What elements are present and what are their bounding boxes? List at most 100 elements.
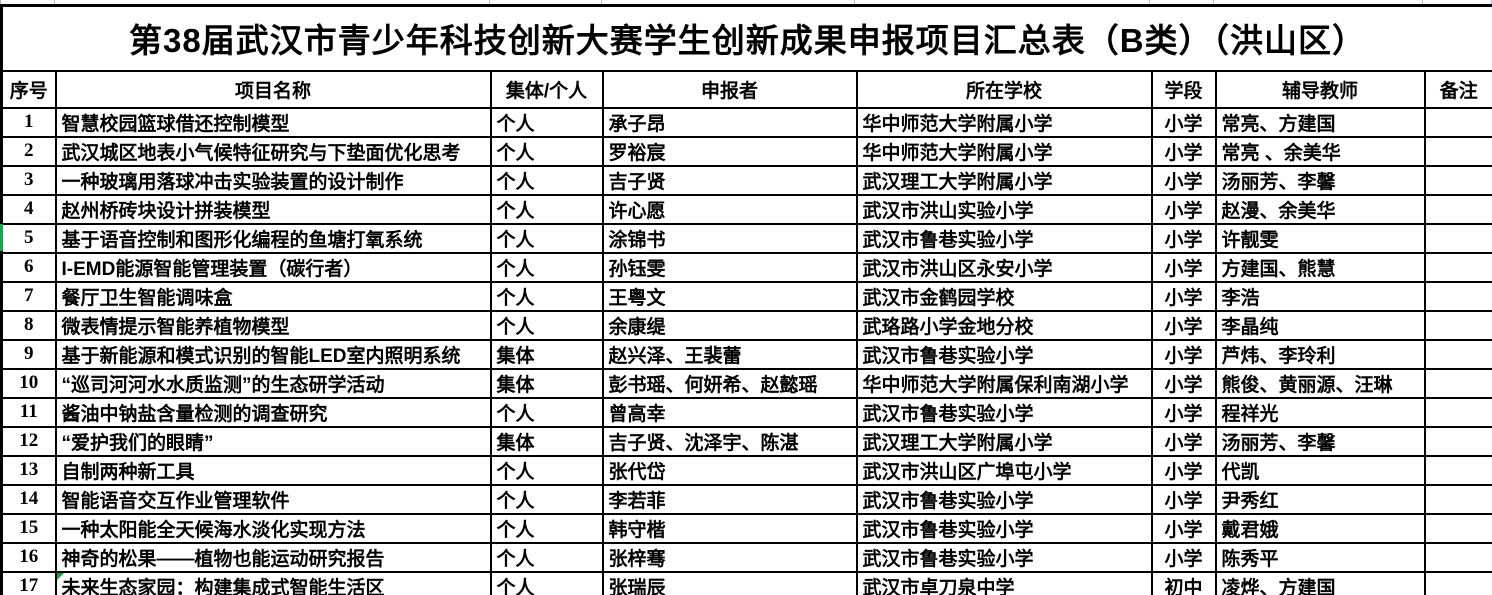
cell-project-name[interactable]: 神奇的松果——植物也能运动研究报告 [54,541,492,573]
cell-group-or-individual[interactable]: 个人 [489,251,604,283]
cell-teachers[interactable]: 李晶纯 [1214,309,1426,341]
cell-group-or-individual[interactable]: 个人 [489,512,604,544]
cell-project-name[interactable]: 武汉城区地表小气候特征研究与下垫面优化思考 [54,135,492,167]
cell-project-name[interactable]: “爱护我们的眼睛” [54,425,492,457]
cell-school[interactable]: 武汉市鲁巷实验小学 [855,541,1153,573]
cell-remark[interactable] [1423,367,1492,399]
cell-seq[interactable]: 10 [0,367,57,399]
cell-stage[interactable]: 小学 [1150,164,1217,196]
cell-applicant[interactable]: 曾高幸 [601,396,858,428]
cell-group-or-individual[interactable]: 个人 [489,222,604,254]
cell-seq[interactable]: 2 [0,135,57,167]
cell-stage[interactable]: 小学 [1150,135,1217,167]
cell-school[interactable]: 武汉市鲁巷实验小学 [855,512,1153,544]
cell-applicant[interactable]: 许心愿 [601,193,858,225]
cell-school[interactable]: 武汉理工大学附属小学 [855,425,1153,457]
cell-seq[interactable]: 1 [0,106,57,138]
cell-seq[interactable]: 15 [0,512,57,544]
cell-group-or-individual[interactable]: 集体 [489,338,604,370]
cell-group-or-individual[interactable]: 个人 [489,106,604,138]
cell-applicant[interactable]: 张梓骞 [601,541,858,573]
cell-project-name[interactable]: 赵州桥砖块设计拼装模型 [54,193,492,225]
cell-stage[interactable]: 小学 [1150,309,1217,341]
cell-applicant[interactable]: 彭书瑶、何妍希、赵懿瑶 [601,367,858,399]
header-seq[interactable]: 序号 [0,69,57,109]
cell-school[interactable]: 武珞路小学金地分校 [855,309,1153,341]
cell-stage[interactable]: 小学 [1150,193,1217,225]
cell-seq[interactable]: 12 [0,425,57,457]
cell-remark[interactable] [1423,396,1492,428]
cell-applicant[interactable]: 张代岱 [601,454,858,486]
cell-applicant[interactable]: 余康缇 [601,309,858,341]
cell-school[interactable]: 武汉市金鹤园学校 [855,280,1153,312]
cell-teachers[interactable]: 凌烨、方建国 [1214,570,1426,595]
cell-seq[interactable]: 6 [0,251,57,283]
cell-stage[interactable]: 小学 [1150,106,1217,138]
cell-school[interactable]: 武汉市鲁巷实验小学 [855,396,1153,428]
cell-project-name[interactable]: 基于语音控制和图形化编程的鱼塘打氧系统 [54,222,492,254]
cell-applicant[interactable]: 李若菲 [601,483,858,515]
cell-applicant[interactable]: 王粤文 [601,280,858,312]
cell-group-or-individual[interactable]: 个人 [489,541,604,573]
cell-group-or-individual[interactable]: 个人 [489,309,604,341]
cell-stage[interactable]: 小学 [1150,512,1217,544]
cell-project-name[interactable]: 智能语音交互作业管理软件 [54,483,492,515]
cell-project-name[interactable]: 一种玻璃用落球冲击实验装置的设计制作 [54,164,492,196]
cell-teachers[interactable]: 许靓雯 [1214,222,1426,254]
cell-seq[interactable]: 14 [0,483,57,515]
cell-project-name[interactable]: 自制两种新工具 [54,454,492,486]
cell-group-or-individual[interactable]: 个人 [489,280,604,312]
table-title[interactable]: 第38届武汉市青少年科技创新大赛学生创新成果申报项目汇总表（B类）（洪山区） [0,4,1492,72]
cell-school[interactable]: 华中师范大学附属小学 [855,135,1153,167]
cell-remark[interactable] [1423,251,1492,283]
cell-remark[interactable] [1423,570,1492,595]
cell-stage[interactable]: 小学 [1150,396,1217,428]
cell-applicant[interactable]: 吉子贤、沈泽宇、陈湛 [601,425,858,457]
cell-remark[interactable] [1423,309,1492,341]
cell-teachers[interactable]: 汤丽芳、李馨 [1214,164,1426,196]
cell-group-or-individual[interactable]: 个人 [489,193,604,225]
cell-stage[interactable]: 小学 [1150,541,1217,573]
cell-school[interactable]: 武汉市鲁巷实验小学 [855,222,1153,254]
cell-project-name[interactable]: 基于新能源和模式识别的智能LED室内照明系统 [54,338,492,370]
cell-project-name[interactable]: 一种太阳能全天候海水淡化实现方法 [54,512,492,544]
cell-remark[interactable] [1423,541,1492,573]
cell-project-name[interactable]: 酱油中钠盐含量检测的调查研究 [54,396,492,428]
cell-seq[interactable]: 11 [0,396,57,428]
cell-teachers[interactable]: 赵漫、余美华 [1214,193,1426,225]
cell-stage[interactable]: 小学 [1150,425,1217,457]
cell-school[interactable]: 武汉市洪山区广埠屯小学 [855,454,1153,486]
cell-project-name[interactable]: I-EMD能源智能管理装置（碳行者） [54,251,492,283]
cell-project-name[interactable]: “巡司河河水水质监测”的生态研学活动 [54,367,492,399]
cell-applicant[interactable]: 张瑞辰 [601,570,858,595]
cell-seq[interactable]: 7 [0,280,57,312]
cell-stage[interactable]: 小学 [1150,222,1217,254]
cell-stage[interactable]: 小学 [1150,338,1217,370]
cell-school[interactable]: 华中师范大学附属小学 [855,106,1153,138]
cell-group-or-individual[interactable]: 个人 [489,135,604,167]
cell-teachers[interactable]: 方建国、熊慧 [1214,251,1426,283]
cell-applicant[interactable]: 涂锦书 [601,222,858,254]
cell-teachers[interactable]: 李浩 [1214,280,1426,312]
cell-remark[interactable] [1423,135,1492,167]
cell-stage[interactable]: 小学 [1150,367,1217,399]
cell-teachers[interactable]: 陈秀平 [1214,541,1426,573]
cell-applicant[interactable]: 罗裕宸 [601,135,858,167]
cell-teachers[interactable]: 尹秀红 [1214,483,1426,515]
cell-school[interactable]: 华中师范大学附属保利南湖小学 [855,367,1153,399]
cell-seq[interactable]: 16 [0,541,57,573]
cell-remark[interactable] [1423,280,1492,312]
cell-remark[interactable] [1423,164,1492,196]
cell-teachers[interactable]: 代凯 [1214,454,1426,486]
cell-teachers[interactable]: 芦炜、李玲利 [1214,338,1426,370]
cell-remark[interactable] [1423,106,1492,138]
cell-stage[interactable]: 初中 [1150,570,1217,595]
cell-teachers[interactable]: 常亮 、余美华 [1214,135,1426,167]
cell-seq[interactable]: 5 [0,222,57,254]
cell-remark[interactable] [1423,193,1492,225]
cell-school[interactable]: 武汉理工大学附属小学 [855,164,1153,196]
cell-stage[interactable]: 小学 [1150,483,1217,515]
cell-remark[interactable] [1423,222,1492,254]
cell-seq[interactable]: 4 [0,193,57,225]
header-applicant[interactable]: 申报者 [601,69,858,109]
